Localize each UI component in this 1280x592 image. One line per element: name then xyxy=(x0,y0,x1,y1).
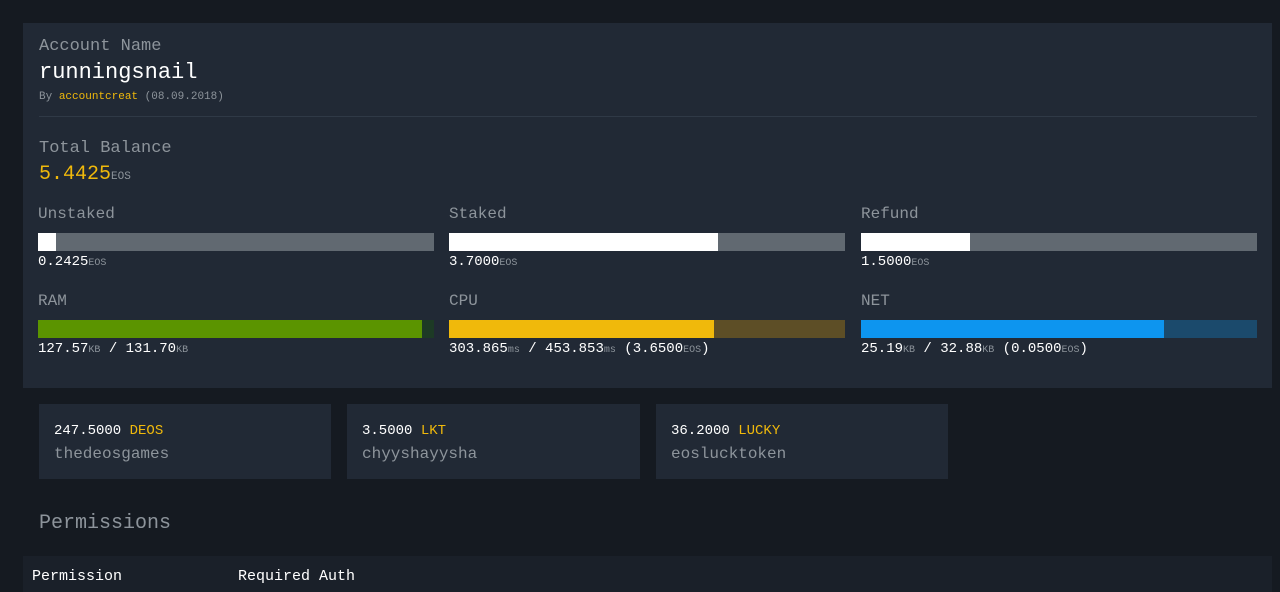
token-amount: 36.2000 xyxy=(671,423,730,439)
ram-value: 127.57KB / 131.70KB xyxy=(38,341,434,357)
unstaked-value: 0.2425EOS xyxy=(38,254,434,270)
token-symbol: LUCKY xyxy=(738,423,781,439)
cpu-bar-fill xyxy=(449,320,715,338)
permissions-title: Permissions xyxy=(39,512,172,535)
ram-used: 127.57 xyxy=(38,341,89,357)
refund-metric: Refund 1.5000EOS xyxy=(861,204,1257,270)
unstaked-unit: EOS xyxy=(88,258,107,269)
net-stake-unit: EOS xyxy=(1061,345,1080,356)
total-balance-label: Total Balance xyxy=(39,139,172,158)
ram-metric: RAM 127.57KB / 131.70KB xyxy=(38,291,434,357)
token-symbol: DEOS xyxy=(129,423,164,439)
cpu-metric: CPU 303.865ms / 453.853ms (3.6500EOS) xyxy=(449,291,845,357)
ram-total: 131.70 xyxy=(125,341,177,357)
staked-bar-fill xyxy=(449,233,719,251)
ram-total-unit: KB xyxy=(176,345,189,356)
token-card-lkt[interactable]: 3.5000 LKT chyyshayysha xyxy=(347,404,640,479)
cpu-total: 453.853 xyxy=(545,341,604,357)
net-used-unit: KB xyxy=(903,345,916,356)
unstaked-label: Unstaked xyxy=(38,205,115,223)
net-bar-fill xyxy=(861,320,1165,338)
by-prefix: By xyxy=(39,91,53,103)
column-header-permission: Permission xyxy=(32,568,123,585)
cpu-stake-close: ) xyxy=(701,341,710,357)
cpu-stake-open: ( xyxy=(615,341,633,357)
staked-label: Staked xyxy=(449,205,507,223)
divider xyxy=(39,116,1257,117)
token-contract: thedeosgames xyxy=(54,445,170,463)
net-stake-close: ) xyxy=(1079,341,1088,357)
cpu-total-unit: ms xyxy=(603,345,616,356)
permissions-table-header: Permission Required Auth xyxy=(23,556,1272,592)
net-label: NET xyxy=(861,292,890,310)
staked-bar xyxy=(449,233,845,251)
unstaked-bar-fill xyxy=(38,233,56,251)
refund-unit: EOS xyxy=(911,258,930,269)
net-separator: / xyxy=(915,341,941,357)
net-total-unit: KB xyxy=(982,345,995,356)
cpu-stake-unit: EOS xyxy=(683,345,702,356)
unstaked-amount: 0.2425 xyxy=(38,254,89,270)
cpu-bar xyxy=(449,320,845,338)
refund-amount: 1.5000 xyxy=(861,254,912,270)
token-amount-line: 36.2000 LUCKY xyxy=(671,423,780,439)
cpu-stake: 3.6500 xyxy=(632,341,684,357)
cpu-separator: / xyxy=(519,341,546,357)
staked-value: 3.7000EOS xyxy=(449,254,845,270)
column-header-required-auth: Required Auth xyxy=(238,568,356,585)
cpu-value: 303.865ms / 453.853ms (3.6500EOS) xyxy=(449,341,845,357)
account-name-label: Account Name xyxy=(39,37,162,56)
refund-value: 1.5000EOS xyxy=(861,254,1257,270)
created-date: (08.09.2018) xyxy=(144,91,224,103)
net-total: 32.88 xyxy=(940,341,983,357)
cpu-used: 303.865 xyxy=(449,341,508,357)
cpu-used-unit: ms xyxy=(507,345,520,356)
total-balance-amount: 5.4425 xyxy=(39,163,112,186)
net-bar xyxy=(861,320,1257,338)
net-used: 25.19 xyxy=(861,341,904,357)
token-amount: 3.5000 xyxy=(362,423,413,439)
unstaked-bar xyxy=(38,233,434,251)
token-contract: chyyshayysha xyxy=(362,445,478,463)
ram-label: RAM xyxy=(38,292,67,310)
ram-bar-fill xyxy=(38,320,422,338)
token-symbol: LKT xyxy=(420,423,447,439)
net-stake: 0.0500 xyxy=(1011,341,1062,357)
unstaked-metric: Unstaked 0.2425EOS xyxy=(38,204,434,270)
net-value: 25.19KB / 32.88KB (0.0500EOS) xyxy=(861,341,1257,357)
total-balance-value: 5.4425EOS xyxy=(39,163,131,186)
staked-unit: EOS xyxy=(499,258,518,269)
creator-link[interactable]: accountcreat xyxy=(58,91,139,103)
staked-metric: Staked 3.7000EOS xyxy=(449,204,845,270)
refund-label: Refund xyxy=(861,205,919,223)
token-contract: eoslucktoken xyxy=(671,445,787,463)
ram-bar xyxy=(38,320,434,338)
account-summary-card: Account Name runningsnail By accountcrea… xyxy=(23,23,1272,388)
token-amount-line: 3.5000 LKT xyxy=(362,423,446,439)
staked-amount: 3.7000 xyxy=(449,254,500,270)
token-amount-line: 247.5000 DEOS xyxy=(54,423,163,439)
ram-separator: / xyxy=(100,341,126,357)
token-amount: 247.5000 xyxy=(54,423,122,439)
refund-bar xyxy=(861,233,1257,251)
token-card-lucky[interactable]: 36.2000 LUCKY eoslucktoken xyxy=(656,404,948,479)
net-stake-open: ( xyxy=(994,341,1012,357)
net-metric: NET 25.19KB / 32.88KB (0.0500EOS) xyxy=(861,291,1257,357)
account-name: runningsnail xyxy=(39,60,198,85)
refund-bar-fill xyxy=(861,233,971,251)
token-card-deos[interactable]: 247.5000 DEOS thedeosgames xyxy=(39,404,331,479)
account-creator-line: By accountcreat (08.09.2018) xyxy=(39,91,224,103)
total-balance-unit: EOS xyxy=(111,171,131,183)
ram-used-unit: KB xyxy=(88,345,101,356)
cpu-label: CPU xyxy=(449,292,478,310)
